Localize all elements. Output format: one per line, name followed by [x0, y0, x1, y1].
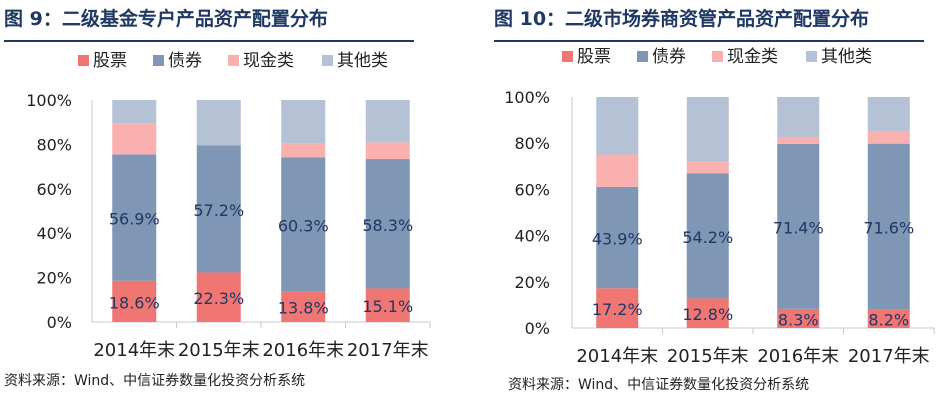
y-tick-label: 40% [514, 227, 550, 246]
legend-swatch [712, 51, 723, 62]
legend-label: 股票 [577, 47, 611, 67]
y-tick-label: 60% [36, 180, 72, 199]
bar-segment [196, 145, 241, 273]
bar-segment [281, 291, 326, 322]
data-label: 58.3% [362, 216, 413, 235]
data-label: 8.3% [778, 310, 819, 329]
bar-segment [596, 154, 639, 187]
legend-label: 现金类 [243, 51, 294, 71]
bar-segment [867, 130, 910, 144]
bar-segment [686, 298, 729, 328]
title-divider [494, 40, 924, 42]
bar-segment [777, 143, 820, 309]
y-tick-label: 20% [514, 273, 550, 292]
y-tick-label: 100% [26, 91, 72, 110]
data-label: 15.1% [362, 297, 413, 316]
chart-title: 图 10：二级市场券商资管产品资产配置分布 [494, 8, 870, 30]
legend-swatch [153, 55, 164, 66]
data-label: 43.9% [592, 230, 643, 249]
legend-label: 其他类 [821, 47, 872, 67]
data-label: 17.2% [592, 300, 643, 319]
data-label: 60.3% [278, 216, 329, 235]
data-label: 13.8% [278, 299, 329, 318]
bar-segment [281, 157, 326, 292]
x-tick-label: 2015年末 [667, 346, 749, 367]
bar-segment [867, 97, 910, 131]
bar-segment [686, 173, 729, 299]
legend-label: 现金类 [727, 47, 778, 67]
y-tick-label: 0% [47, 313, 72, 332]
legend-swatch [637, 51, 648, 62]
bar-segment [365, 159, 410, 289]
data-label: 56.9% [109, 210, 160, 229]
legend-swatch [562, 51, 573, 62]
bar-segment [596, 288, 639, 328]
source-note: 资料来源：Wind、中信证券数量化投资分析系统 [508, 377, 810, 393]
bar-segment [365, 288, 410, 322]
legend-label: 债券 [652, 47, 686, 67]
y-tick-label: 80% [36, 135, 72, 154]
data-label: 71.6% [863, 218, 914, 237]
bar-segment [867, 309, 910, 328]
bar-segment [686, 97, 729, 162]
bar-segment [777, 308, 820, 328]
y-tick-label: 40% [36, 224, 72, 243]
stacked-bar-chart: 股票 债券 现金类 其他类 0% 20% 40% 60% 80% 100% 17.2% 43.9% 20… [504, 47, 935, 367]
bar-segment [112, 280, 157, 322]
y-tick-label: 20% [36, 269, 72, 288]
bar-segment [365, 142, 410, 160]
bar-segment [281, 100, 326, 144]
chart-panel-right: 图 10：二级市场券商资管产品资产配置分布 股票 债券 现金类 其他类 0% 20% 40%… [490, 0, 942, 404]
legend-swatch [78, 55, 89, 66]
bar-segment [112, 123, 157, 155]
data-label: 71.4% [773, 218, 824, 237]
data-label: 18.6% [109, 293, 160, 312]
bar-segment [281, 143, 326, 158]
x-tick-label: 2017年末 [347, 340, 429, 361]
data-label: 22.3% [193, 289, 244, 308]
x-tick-label: 2016年末 [757, 346, 839, 367]
source-note: 资料来源：Wind、中信证券数量化投资分析系统 [4, 373, 306, 389]
bar-segment [196, 272, 241, 322]
legend-swatch [228, 55, 239, 66]
bar-segment [112, 100, 157, 124]
x-tick-label: 2015年末 [178, 340, 260, 361]
y-tick-label: 60% [514, 180, 550, 199]
x-tick-label: 2014年末 [93, 340, 175, 361]
x-tick-label: 2017年末 [848, 346, 930, 367]
y-tick-label: 0% [525, 319, 550, 338]
x-tick-label: 2014年末 [576, 346, 658, 367]
legend-swatch [806, 51, 817, 62]
bar-segment [777, 97, 820, 137]
bar-segment [867, 143, 910, 310]
legend-label: 债券 [168, 51, 202, 71]
bar-segment [596, 186, 639, 289]
data-label: 12.8% [682, 305, 733, 324]
legend-swatch [322, 55, 333, 66]
bar-segment [777, 136, 820, 144]
legend-label: 股票 [93, 51, 127, 71]
bar-segment [112, 154, 157, 281]
chart-title: 图 9：二级基金专户产品资产配置分布 [4, 8, 328, 30]
y-tick-label: 80% [514, 134, 550, 153]
title-divider [4, 40, 414, 42]
stacked-bar-chart: 股票 债券 现金类 其他类 0% 20% 40% 60% 80% 100% 18.6% 56.9% 20… [26, 51, 431, 361]
data-label: 8.2% [868, 311, 909, 330]
bar-segment [365, 100, 410, 143]
y-tick-label: 100% [504, 88, 550, 107]
chart-panel-left: 图 9：二级基金专户产品资产配置分布 股票 债券 现金类 其他类 0% 20% 40% 60%… [4, 8, 431, 389]
x-tick-label: 2016年末 [262, 340, 344, 361]
legend-label: 其他类 [337, 51, 388, 71]
bar-segment [686, 161, 729, 174]
bar-segment [596, 97, 639, 155]
data-label: 54.2% [682, 228, 733, 247]
bar-segment [196, 100, 241, 146]
data-label: 57.2% [193, 201, 244, 220]
